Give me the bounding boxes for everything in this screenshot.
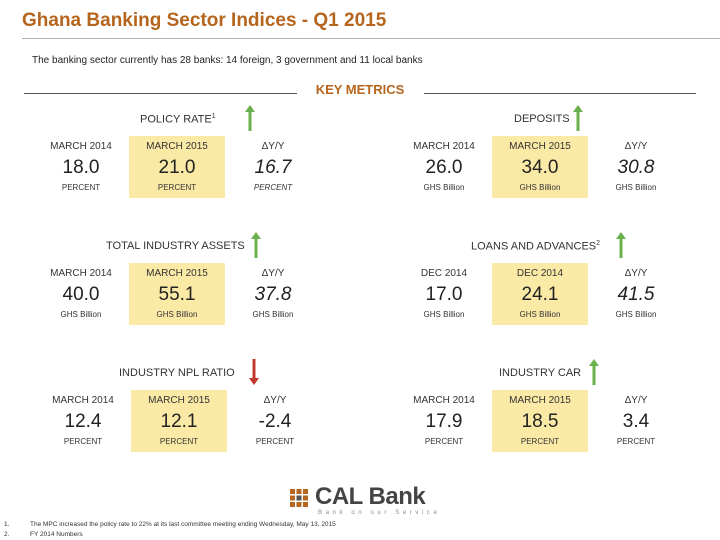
section-loans-advances: LOANS AND ADVANCES2 DEC 2014 17.0 GHS Bi… xyxy=(396,232,696,330)
section-car: INDUSTRY CAR MARCH 2014 17.9 PERCENT MAR… xyxy=(396,359,696,457)
metric-column: DEC 2014 24.1 GHS Billion xyxy=(516,268,564,319)
metric-column: MARCH 2014 26.0 GHS Billion xyxy=(413,141,475,192)
metric-column: ΔY/Y 3.4 PERCENT xyxy=(616,395,656,446)
logo-tagline: Bank on our Service xyxy=(318,510,441,516)
section-npl-ratio: INDUSTRY NPL RATIO MARCH 2014 12.4 PERCE… xyxy=(35,359,335,457)
metric-column: ΔY/Y 16.7 PERCENT xyxy=(253,141,293,192)
section-title: DEPOSITS xyxy=(514,113,570,125)
metric-column: DEC 2014 17.0 GHS Billion xyxy=(420,268,468,319)
up-arrow-icon xyxy=(245,105,255,131)
down-arrow-icon xyxy=(249,359,259,385)
title-divider xyxy=(22,38,720,39)
section-policy-rate: POLICY RATE1 MARCH 2014 18.0 PERCENT MAR… xyxy=(33,105,333,203)
metric-column: MARCH 2015 12.1 PERCENT xyxy=(148,395,210,446)
logo-wordmark: CAL Bank xyxy=(315,483,426,510)
up-arrow-icon xyxy=(589,359,599,385)
cal-bank-logo: CAL Bank Bank on our Service xyxy=(288,483,441,518)
section-title: POLICY RATE1 xyxy=(140,113,216,126)
footnote-1: 1. The MPC increased the policy rate to 2… xyxy=(4,521,336,528)
metric-column: MARCH 2015 55.1 GHS Billion xyxy=(146,268,208,319)
highlight-box xyxy=(492,263,588,325)
metric-column: MARCH 2014 18.0 PERCENT xyxy=(50,141,112,192)
highlight-box xyxy=(129,263,225,325)
metric-column: MARCH 2015 18.5 PERCENT xyxy=(509,395,571,446)
highlight-box xyxy=(492,136,588,198)
section-title: LOANS AND ADVANCES2 xyxy=(471,240,601,253)
key-metrics-line-right xyxy=(424,93,696,94)
up-arrow-icon xyxy=(251,232,261,258)
page-subtitle: The banking sector currently has 28 bank… xyxy=(32,55,423,66)
key-metrics-line-left xyxy=(24,93,297,94)
metric-column: MARCH 2015 34.0 GHS Billion xyxy=(509,141,571,192)
section-deposits: DEPOSITS MARCH 2014 26.0 GHS Billion MAR… xyxy=(396,105,696,203)
section-total-assets: TOTAL INDUSTRY ASSETS MARCH 2014 40.0 GH… xyxy=(33,232,333,330)
metric-column: MARCH 2014 12.4 PERCENT xyxy=(52,395,114,446)
metric-column: ΔY/Y 30.8 GHS Billion xyxy=(615,141,657,192)
metric-column: ΔY/Y -2.4 PERCENT xyxy=(255,395,295,446)
cal-bank-logo-mark-icon xyxy=(288,487,310,509)
key-metrics-label: KEY METRICS xyxy=(315,82,405,97)
metric-column: MARCH 2014 17.9 PERCENT xyxy=(413,395,475,446)
highlight-box xyxy=(131,390,227,452)
up-arrow-icon xyxy=(573,105,583,131)
metric-column: MARCH 2014 40.0 GHS Billion xyxy=(50,268,112,319)
highlight-box xyxy=(492,390,588,452)
footnote-2: 2. FY 2014 Numbers xyxy=(4,531,83,538)
metric-column: ΔY/Y 41.5 GHS Billion xyxy=(615,268,657,319)
metric-column: MARCH 2015 21.0 PERCENT xyxy=(146,141,208,192)
highlight-box xyxy=(129,136,225,198)
section-title: INDUSTRY NPL RATIO xyxy=(119,367,235,379)
metric-column: ΔY/Y 37.8 GHS Billion xyxy=(252,268,294,319)
up-arrow-icon xyxy=(616,232,626,258)
section-title: INDUSTRY CAR xyxy=(499,367,582,379)
section-title: TOTAL INDUSTRY ASSETS xyxy=(106,240,245,252)
page-title: Ghana Banking Sector Indices - Q1 2015 xyxy=(22,10,387,31)
